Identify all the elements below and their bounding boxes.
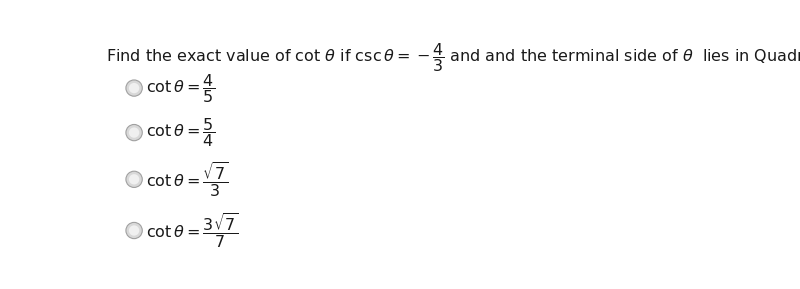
Ellipse shape <box>129 127 139 138</box>
Ellipse shape <box>129 83 139 93</box>
Ellipse shape <box>126 171 142 188</box>
Ellipse shape <box>129 174 139 184</box>
Ellipse shape <box>126 222 142 239</box>
Text: Find the exact value of cot $\theta$ if $\mathrm{csc}\,\theta = -\dfrac{4}{3}$ a: Find the exact value of cot $\theta$ if … <box>106 41 800 74</box>
Text: $\mathrm{cot}\,\theta = \dfrac{\sqrt{7}}{3}$: $\mathrm{cot}\,\theta = \dfrac{\sqrt{7}}… <box>146 160 229 199</box>
Ellipse shape <box>126 125 142 141</box>
Text: $\mathrm{cot}\,\theta = \dfrac{4}{5}$: $\mathrm{cot}\,\theta = \dfrac{4}{5}$ <box>146 72 215 105</box>
Ellipse shape <box>126 80 142 96</box>
Ellipse shape <box>129 225 139 236</box>
Text: $\mathrm{cot}\,\theta = \dfrac{5}{4}$: $\mathrm{cot}\,\theta = \dfrac{5}{4}$ <box>146 116 215 149</box>
Text: $\mathrm{cot}\,\theta = \dfrac{3\sqrt{7}}{7}$: $\mathrm{cot}\,\theta = \dfrac{3\sqrt{7}… <box>146 211 239 250</box>
